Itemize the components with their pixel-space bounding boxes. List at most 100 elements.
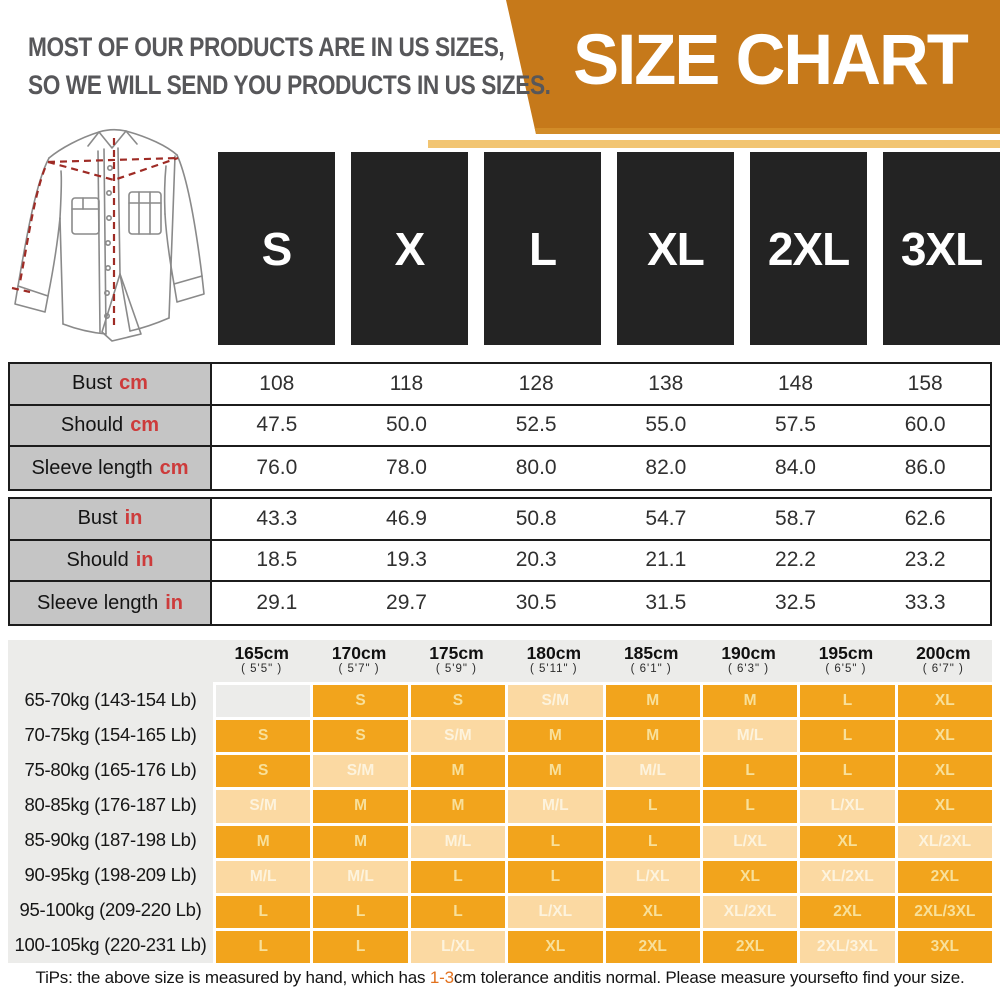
matrix-weight-label: 95-100kg (209-220 Lb) [19, 899, 202, 921]
matrix-size-cell: S/M [216, 790, 311, 823]
matrix-height-header: 165cm( 5'5" ) [213, 640, 310, 682]
matrix-size-cell: M/L [216, 860, 311, 893]
matrix-size-cell: L [313, 930, 408, 963]
measure-row-label: Sleeve length cm [10, 447, 212, 489]
banner-orange-background [506, 0, 1000, 134]
height-cm: 195cm [818, 643, 874, 663]
height-ft: ( 5'7" ) [338, 663, 380, 675]
measure-value: 118 [389, 371, 424, 395]
measure-value: 50.8 [515, 506, 557, 530]
matrix-size-cell: S/M [508, 685, 603, 718]
matrix-height-header: 195cm( 6'5" ) [797, 640, 894, 682]
size-box-xl: XL [617, 152, 734, 345]
height-cm: 200cm [916, 643, 971, 663]
matrix-size-cell: L [702, 790, 798, 823]
matrix-size-cell: L [216, 895, 311, 928]
measure-value: 60.0 [904, 413, 946, 437]
measure-value: 30.5 [515, 591, 557, 615]
height-ft: ( 6'5" ) [825, 663, 867, 675]
matrix-weight-labels: 65-70kg (143-154 Lb) 70-75kg (154-165 Lb)… [8, 682, 213, 963]
matrix-size-cell: XL [897, 755, 992, 788]
matrix-size-cell: 2XL [897, 860, 992, 893]
matrix-empty-cell [216, 685, 311, 718]
measure-row: Sleeve length in 29.1 29.7 30.5 31.5 32.5 33.3 [10, 582, 990, 624]
measure-value: 138 [648, 371, 684, 395]
measure-value: 43.3 [256, 506, 298, 530]
measure-value: 58.7 [775, 506, 816, 530]
matrix-size-cell: M [702, 685, 798, 718]
measure-name: Sleeve length [31, 456, 153, 479]
matrix-size-cell: 2XL [605, 930, 700, 963]
measure-value: 52.5 [515, 413, 557, 437]
matrix-size-cell: L [508, 860, 603, 893]
matrix-size-cell: XL/2XL [800, 860, 895, 893]
measure-row: Should cm 47.5 50.0 52.5 55.0 57.5 60.0 [10, 405, 990, 448]
banner-inner-strip [506, 128, 1000, 134]
matrix-height-header: 175cm( 5'9" ) [408, 640, 505, 682]
measure-value: 62.6 [904, 506, 946, 530]
measure-value: 128 [518, 371, 554, 395]
matrix-size-cell: M/L [313, 860, 408, 893]
matrix-size-cell: M/L [605, 755, 700, 788]
measure-row: Should in 18.5 19.3 20.3 21.1 22.2 23.2 [10, 540, 990, 583]
matrix-size-cell: L [410, 895, 506, 928]
measure-row-label: Should in [10, 540, 212, 581]
measure-value: 32.5 [775, 591, 816, 615]
matrix-header-row: 165cm( 5'5" ) 170cm( 5'7" ) 175cm( 5'9" ) 1… [213, 640, 992, 682]
measure-unit: cm [130, 413, 160, 436]
size-box-s: S [218, 152, 335, 345]
size-box-3xl: 3XL [883, 152, 1000, 345]
measure-value: 84.0 [775, 456, 816, 480]
matrix-size-cell: M [605, 720, 700, 753]
measure-value: 76.0 [256, 456, 298, 480]
measure-value: 31.5 [645, 591, 687, 615]
matrix-size-cell: L [800, 685, 895, 718]
matrix-size-cell: M [410, 755, 506, 788]
matrix-size-cell: M [313, 790, 408, 823]
matrix-size-cell: 2XL/3XL [800, 930, 895, 963]
measure-unit: cm [119, 372, 148, 395]
measure-value: 86.0 [904, 456, 946, 480]
matrix-size-cell: M [508, 720, 603, 753]
matrix-size-cell: 2XL [800, 895, 895, 928]
height-ft: ( 6'7" ) [922, 663, 964, 675]
matrix-weight-label: 100-105kg (220-231 Lb) [14, 934, 207, 956]
banner-light-strip [428, 140, 1000, 148]
measure-name: Sleeve length [37, 591, 159, 614]
matrix-size-cell: M/L [702, 720, 798, 753]
measure-row-label: Bust in [10, 499, 212, 539]
measure-value: 18.5 [256, 548, 298, 572]
matrix-size-cell: L [313, 895, 408, 928]
matrix-size-cell: L [410, 860, 506, 893]
matrix-weight-label: 70-75kg (154-165 Lb) [24, 723, 197, 745]
matrix-size-cell: S/M [313, 755, 408, 788]
measure-value: 82.0 [645, 456, 687, 480]
measure-value: 29.7 [386, 591, 427, 615]
matrix-size-cell: L [508, 825, 603, 858]
measure-value: 21.1 [645, 548, 687, 572]
measure-value: 148 [777, 371, 814, 395]
matrix-size-cell: XL [800, 825, 895, 858]
matrix-size-cell: L [800, 755, 895, 788]
matrix-size-cell: S [313, 720, 408, 753]
matrix-size-cell: XL/2XL [897, 825, 992, 858]
matrix-height-header: 170cm( 5'7" ) [310, 640, 407, 682]
measure-value: 108 [259, 371, 295, 395]
measure-name: Bust [72, 372, 113, 395]
matrix-height-header: 190cm( 6'3" ) [700, 640, 797, 682]
matrix-size-cell: S [410, 685, 506, 718]
matrix-size-cell: 2XL/3XL [897, 895, 992, 928]
measure-value: 19.3 [386, 548, 427, 572]
matrix-size-cell: M [605, 685, 700, 718]
matrix-size-cell: S/M [410, 720, 506, 753]
height-ft: ( 6'1" ) [630, 663, 672, 675]
matrix-size-cell: M [313, 825, 408, 858]
matrix-size-cell: M/L [508, 790, 603, 823]
size-box-l: L [484, 152, 601, 345]
matrix-height-header: 185cm( 6'1" ) [603, 640, 700, 682]
tips-tolerance-value: 1-3 [429, 968, 454, 987]
matrix-size-cell: S [313, 685, 408, 718]
measure-unit: cm [159, 456, 189, 479]
matrix-size-cell: XL [605, 895, 700, 928]
